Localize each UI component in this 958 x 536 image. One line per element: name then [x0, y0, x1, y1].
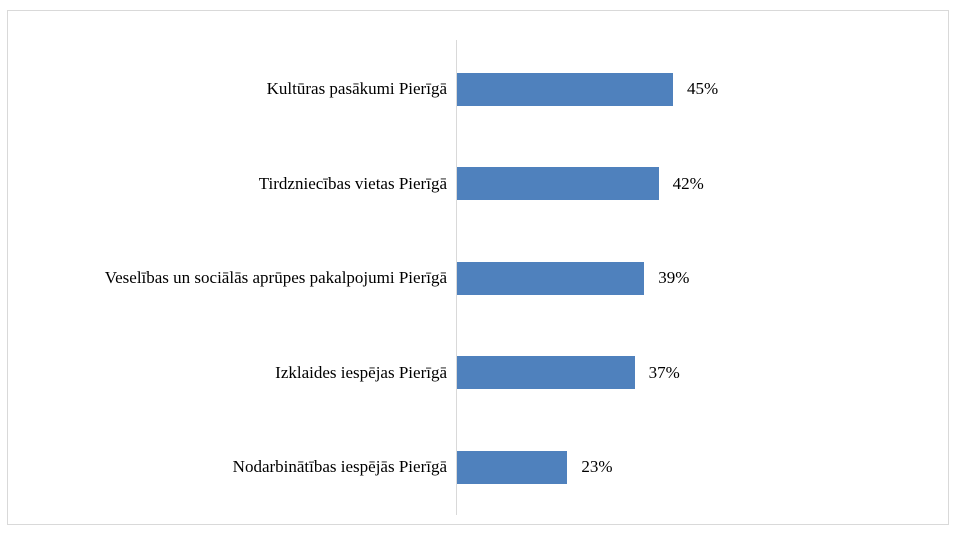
bar	[457, 261, 645, 295]
data-label: 23%	[581, 457, 613, 477]
data-label: 45%	[687, 79, 719, 99]
category-label: Veselības un sociālās aprūpes pakalpojum…	[104, 268, 447, 288]
category-label: Tirdzniecības vietas Pierīgā	[258, 173, 447, 193]
bar	[457, 72, 673, 106]
bar	[457, 450, 568, 484]
category-label: Nodarbinātības iespējās Pierīgā	[232, 457, 447, 477]
data-label: 39%	[658, 268, 690, 288]
category-label: Izklaides iespējas Pierīgā	[275, 362, 447, 382]
y-axis-line	[456, 40, 457, 515]
data-label: 37%	[648, 362, 680, 382]
chart-frame	[7, 10, 949, 525]
bar	[457, 356, 635, 390]
bar	[457, 167, 659, 201]
category-label: Kultūras pasākumi Pierīgā	[266, 79, 447, 99]
data-label: 42%	[672, 173, 704, 193]
